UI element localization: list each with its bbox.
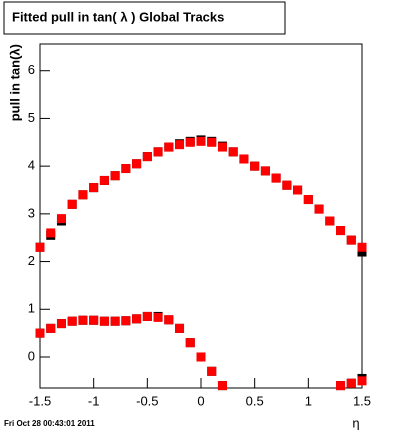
marker (357, 247, 367, 257)
x-tick-label: 0.5 (246, 393, 264, 408)
marker (89, 315, 99, 325)
x-tick-label: 1 (305, 393, 312, 408)
marker (164, 315, 174, 325)
marker (110, 316, 120, 326)
marker (99, 316, 109, 326)
chart-title: Fitted pull in tan( λ ) Global Tracks (12, 9, 224, 24)
marker (35, 242, 45, 252)
marker (175, 323, 185, 333)
marker (67, 316, 77, 326)
marker (250, 161, 260, 171)
marker (217, 381, 227, 391)
timestamp: Fri Oct 28 00:43:01 2011 (4, 419, 95, 428)
y-tick-label: 3 (28, 205, 35, 220)
marker (314, 204, 324, 214)
marker (271, 173, 281, 183)
marker (336, 226, 346, 236)
y-tick-label: 6 (28, 62, 35, 77)
y-tick-label: 0 (28, 348, 35, 363)
marker (239, 154, 249, 164)
marker (142, 152, 152, 162)
y-tick-label: 1 (28, 301, 35, 316)
marker (196, 136, 206, 146)
marker (46, 228, 56, 238)
marker (46, 323, 56, 333)
marker (110, 171, 120, 181)
marker (357, 242, 367, 252)
x-tick-label: -0.5 (136, 393, 158, 408)
marker (175, 140, 185, 150)
marker (336, 381, 346, 391)
marker (56, 319, 66, 329)
y-tick-label: 5 (28, 110, 35, 125)
marker (153, 312, 163, 322)
x-tick-label: -1 (88, 393, 100, 408)
y-axis-label: pull in tan(λ) (7, 44, 22, 121)
marker (346, 378, 356, 388)
marker (121, 164, 131, 174)
x-axis-label: η (352, 415, 359, 430)
marker (293, 185, 303, 195)
y-tick-label: 2 (28, 253, 35, 268)
x-tick-label: 0 (197, 393, 204, 408)
marker (357, 376, 367, 386)
marker (185, 137, 195, 147)
marker (303, 195, 313, 205)
marker (89, 183, 99, 193)
marker (132, 159, 142, 169)
marker (56, 214, 66, 224)
marker (196, 352, 206, 362)
marker (67, 199, 77, 209)
plot-frame (39, 43, 363, 389)
marker (325, 216, 335, 226)
marker (121, 316, 131, 326)
marker (260, 166, 270, 176)
marker (207, 366, 217, 376)
y-tick-label: 4 (28, 158, 35, 173)
marker (78, 315, 88, 325)
marker (217, 142, 227, 152)
marker (207, 137, 217, 147)
marker (99, 175, 109, 185)
marker (164, 142, 174, 152)
marker (228, 147, 238, 157)
marker (132, 314, 142, 324)
marker (346, 235, 356, 245)
marker (78, 190, 88, 200)
marker (153, 147, 163, 157)
marker (35, 328, 45, 338)
marker (142, 311, 152, 321)
title-box (3, 1, 286, 35)
marker (185, 338, 195, 348)
x-tick-label: -1.5 (29, 393, 51, 408)
marker (282, 180, 292, 190)
x-tick-label: 1.5 (353, 393, 371, 408)
